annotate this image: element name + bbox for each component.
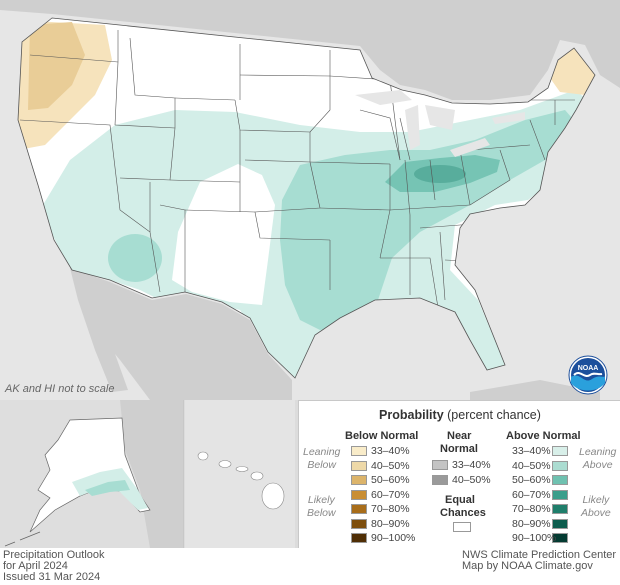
below-normal-label-2: 50–60% (371, 474, 410, 486)
us-outline (17, 17, 596, 379)
great-lakes (355, 90, 525, 157)
above-normal-swatch-1 (552, 460, 568, 471)
below-4050-zone (28, 22, 85, 110)
leaning-below-label-line2: Below (307, 459, 336, 471)
below-normal-swatch-2 (351, 475, 367, 485)
below-normal-label-0: 33–40% (371, 445, 410, 457)
equal-chances-rockies (172, 164, 275, 305)
alaska-canada-land (120, 400, 183, 548)
cuba-land (470, 380, 600, 400)
alaska-land (29, 417, 151, 533)
hawaii-inset (185, 400, 295, 548)
likely-above-label: Likely Above (581, 494, 611, 520)
below-normal-label-4: 70–80% (371, 503, 410, 515)
likely-below-label: Likely Below (307, 494, 336, 520)
footer: Precipitation Outlook for April 2024 Iss… (0, 548, 620, 585)
hawaii-oahu (218, 460, 232, 468)
below-normal-swatch-3 (351, 489, 367, 500)
outlook-period: for April 2024 (3, 560, 68, 572)
above-normal-label-6: 90–100% (512, 532, 557, 544)
likely-above-label-line1: Likely (582, 494, 610, 506)
legend: Probability (percent chance) Below Norma… (298, 400, 620, 549)
hawaii-kauai (197, 451, 209, 461)
issued-date: Issued 31 Mar 2024 (3, 571, 101, 583)
leaning-below-label-line1: Leaning (303, 446, 341, 458)
prediction-center: NWS Climate Prediction Center (462, 549, 617, 561)
aleutians (4, 531, 41, 547)
near-normal-swatch-1 (432, 474, 448, 485)
svg-text:NOAA: NOAA (578, 365, 599, 372)
below-normal-swatch-6 (351, 533, 367, 543)
below-normal-swatch-5 (351, 518, 367, 529)
above-normal-swatch-6 (552, 533, 568, 543)
leaning-below-label: Leaning Below (303, 446, 340, 472)
state-boundaries (19, 30, 575, 321)
baja-land (70, 268, 128, 392)
above-normal-label-3: 60–70% (512, 488, 551, 501)
alaska-above-4050 (85, 480, 130, 496)
equal-chances-swatch (453, 522, 471, 532)
equal-chances-label-line2: Chances (440, 507, 486, 519)
leaning-above-label-line1: Leaning (579, 446, 617, 458)
above-normal-header: Above Normal (506, 430, 581, 442)
equal-chances-label-line1: Equal (445, 494, 475, 506)
above-normal-label-0: 33–40% (512, 445, 551, 457)
likely-below-label-line2: Below (307, 507, 336, 519)
legend-title-bold: Probability (379, 408, 444, 422)
above-normal-swatch-5 (552, 518, 568, 529)
hawaii-map (197, 451, 285, 510)
hawaii-maui (250, 471, 264, 481)
below-normal-label-5: 80–90% (371, 517, 410, 530)
near-normal-header-line2: Normal (440, 443, 478, 455)
scale-note: AK and HI not to scale (5, 383, 115, 395)
mexico-land (70, 268, 292, 400)
above-normal-swatch-3 (552, 489, 568, 500)
below-normal-swatch-4 (351, 504, 367, 514)
near-normal-label-0: 33–40% (452, 459, 491, 471)
hawaii-molokai (235, 466, 249, 472)
alaska-map (4, 400, 183, 548)
legend-title-rest: (percent chance) (447, 408, 541, 422)
above-6070-core (414, 165, 466, 183)
map-credit: Map by NOAA Climate.gov (462, 560, 593, 572)
alaska-inset (0, 400, 184, 548)
near-normal-header-line1: Near (447, 430, 472, 442)
near-normal-label-1: 40–50% (452, 473, 491, 486)
above-normal-swatch-4 (552, 504, 568, 514)
above-normal-label-2: 50–60% (512, 474, 551, 486)
above-normal-label-5: 80–90% (512, 517, 551, 530)
leaning-above-label: Leaning Above (579, 446, 616, 472)
near-normal-swatch-0 (432, 460, 448, 470)
below-normal-header: Below Normal (345, 430, 419, 442)
below-normal-label-3: 60–70% (371, 488, 410, 501)
above-4050-arizona (108, 234, 162, 282)
above-normal-label-1: 40–50% (512, 459, 551, 472)
leaning-above-label-line2: Above (582, 459, 613, 471)
likely-below-label-line1: Likely (307, 494, 335, 506)
hawaii-big-island (261, 482, 285, 510)
canada-land (0, 0, 620, 100)
above-normal-swatch-2 (552, 475, 568, 485)
above-normal-label-4: 70–80% (512, 503, 551, 515)
above-normal-swatch-0 (552, 446, 568, 456)
below-normal-label-1: 40–50% (371, 459, 410, 472)
above-4050-zone (280, 110, 578, 330)
below-normal-swatch-0 (351, 446, 367, 456)
legend-title: Probability (percent chance) (299, 408, 620, 422)
noaa-logo-icon: NOAA (568, 355, 608, 395)
conus-map (0, 0, 620, 400)
below-normal-label-6: 90–100% (371, 532, 416, 544)
outlook-title: Precipitation Outlook (3, 549, 105, 561)
below-normal-swatch-1 (351, 460, 367, 471)
likely-above-label-line2: Above (581, 507, 611, 519)
